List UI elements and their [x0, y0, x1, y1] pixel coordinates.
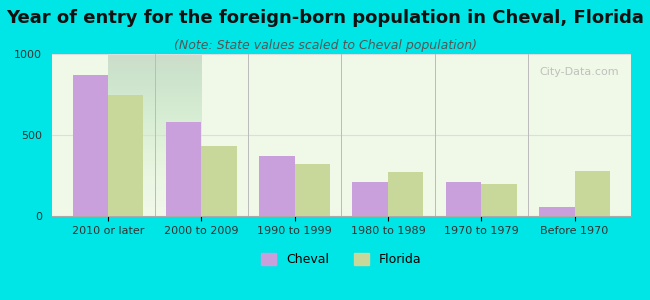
- Bar: [481, 184, 517, 216]
- Bar: [388, 172, 423, 216]
- Bar: [108, 94, 144, 216]
- Bar: [352, 182, 388, 216]
- Bar: [166, 122, 202, 216]
- Text: (Note: State values scaled to Cheval population): (Note: State values scaled to Cheval pop…: [174, 39, 476, 52]
- Bar: [539, 207, 575, 216]
- Text: Year of entry for the foreign-born population in Cheval, Florida: Year of entry for the foreign-born popul…: [6, 9, 644, 27]
- Bar: [73, 75, 108, 216]
- Bar: [294, 164, 330, 216]
- Bar: [259, 156, 294, 216]
- Legend: Cheval, Florida: Cheval, Florida: [256, 248, 426, 271]
- Bar: [446, 182, 481, 216]
- Bar: [202, 146, 237, 216]
- Bar: [575, 171, 610, 216]
- Text: City-Data.com: City-Data.com: [540, 67, 619, 77]
